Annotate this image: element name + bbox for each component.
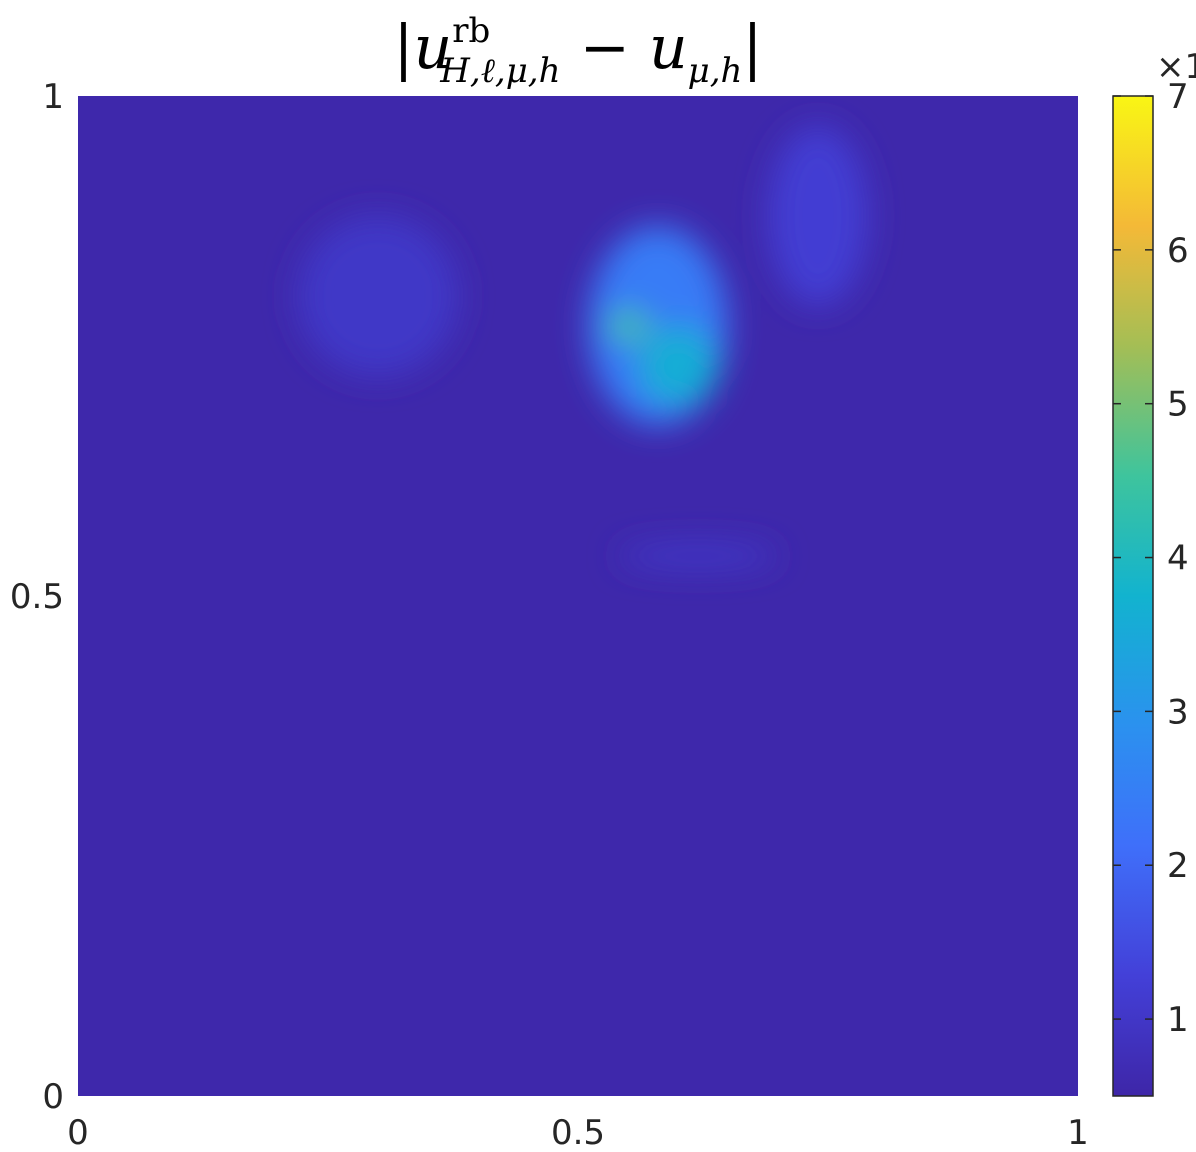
plot-area	[78, 96, 1078, 1096]
colorbar-tick-label: 3	[1167, 692, 1189, 732]
heat-region-2	[768, 126, 868, 306]
heat-region-6	[618, 544, 778, 568]
colorbar-tick-label: 6	[1167, 231, 1189, 271]
chart-title: |urb H,ℓ,μ,h − uμ,h|	[393, 11, 762, 91]
colorbar: 1 2 3 4 5 6 7 ×1	[1112, 47, 1196, 1097]
colorbar-gradient	[1112, 95, 1154, 1097]
colorbar-exponent-label: ×1	[1156, 47, 1196, 87]
colorbar-tick-label: 2	[1167, 846, 1189, 886]
y-tick-label: 0.5	[10, 577, 64, 617]
y-tick-label: 0	[42, 1077, 64, 1117]
colorbar-tick-label: 4	[1167, 539, 1189, 579]
heat-region-4	[638, 326, 718, 406]
y-tick-label: 1	[42, 77, 64, 117]
heatmap-background	[78, 96, 1078, 1096]
y-axis: 00.51	[10, 77, 64, 1117]
x-tick-label: 0.5	[551, 1113, 605, 1152]
heat-region-5	[608, 311, 648, 341]
x-axis: 0 0.5 1	[67, 1113, 1089, 1152]
x-tick-label: 0	[67, 1113, 89, 1152]
colorbar-tick-label: 1	[1167, 1000, 1189, 1040]
colorbar-tick-label: 5	[1167, 385, 1189, 425]
heat-region-1	[298, 216, 458, 376]
colorbar-tick-label: 7	[1167, 77, 1189, 117]
x-tick-label: 1	[1067, 1113, 1089, 1152]
